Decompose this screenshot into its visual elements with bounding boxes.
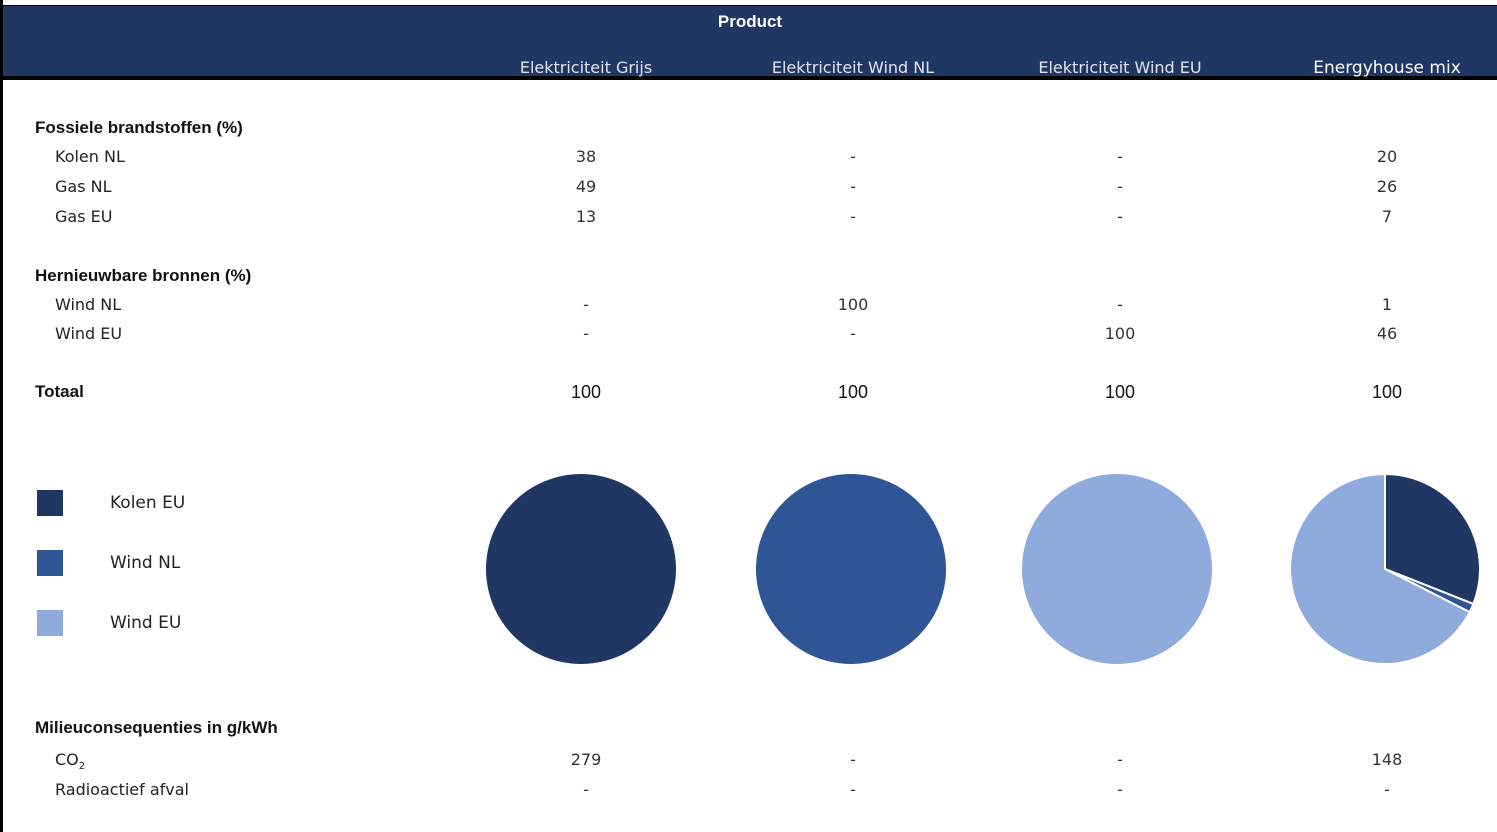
table-cell: - — [1117, 780, 1123, 799]
column-header-energyhouse-mix: Energyhouse mix — [1313, 58, 1461, 78]
legend-swatch — [37, 550, 63, 576]
section-title-environment: Milieuconsequenties in g/kWh — [35, 718, 278, 737]
table-cell: 20 — [1376, 147, 1398, 166]
section-title-total: Totaal — [35, 382, 84, 401]
table-cell: - — [583, 324, 589, 343]
table-cell: - — [1117, 147, 1123, 166]
table-cell: 279 — [570, 750, 602, 769]
pie-slice-kolen-eu — [1384, 472, 1481, 606]
product-header-label: Product — [717, 12, 783, 31]
table-cell: - — [850, 324, 856, 343]
row-label-co2: CO2 — [55, 750, 85, 772]
section-title-fossil: Fossiele brandstoffen (%) — [35, 118, 243, 137]
table-cell: 148 — [1371, 750, 1403, 769]
section-title-renewable: Hernieuwbare bronnen (%) — [35, 266, 252, 285]
table-cell: 46 — [1376, 324, 1398, 343]
legend-label: Kolen EU — [110, 493, 186, 513]
table-cell: 13 — [575, 207, 597, 226]
table-cell: - — [1384, 780, 1390, 799]
table-cell: 38 — [575, 147, 597, 166]
table-cell: - — [850, 750, 856, 769]
legend-label: Wind EU — [110, 613, 182, 633]
pie-slice-kolen-eu — [486, 474, 676, 664]
table-cell: - — [850, 147, 856, 166]
table-cell: 100 — [837, 295, 869, 314]
row-label-wind-nl: Wind NL — [55, 295, 122, 314]
column-header-elektriciteit-wind-nl: Elektriciteit Wind NL — [771, 58, 935, 77]
column-header-elektriciteit-wind-eu: Elektriciteit Wind EU — [1038, 58, 1202, 77]
pie-chart-elektriciteit-wind-nl — [756, 474, 946, 664]
column-header-elektriciteit-grijs: Elektriciteit Grijs — [519, 58, 653, 77]
pie-slice-wind-nl — [756, 474, 946, 664]
row-label-kolen-nl: Kolen NL — [55, 147, 125, 166]
table-cell: - — [583, 780, 589, 799]
table-header: Product Elektriciteit Grijs Elektricitei… — [3, 5, 1497, 80]
row-label-gas-eu: Gas EU — [55, 207, 113, 226]
table-cell: 49 — [575, 177, 597, 196]
table-cell: 100 — [1104, 324, 1136, 343]
pie-chart-elektriciteit-wind-eu — [1022, 474, 1212, 664]
row-label-gas-nl: Gas NL — [55, 177, 112, 196]
row-label-wind-eu: Wind EU — [55, 324, 123, 343]
total-cell: 100 — [570, 382, 602, 402]
co2-main: CO — [55, 750, 79, 769]
total-cell: 100 — [1104, 382, 1136, 402]
table-cell: 26 — [1376, 177, 1398, 196]
pie-chart-elektriciteit-grijs — [486, 474, 676, 664]
table-cell: - — [1117, 295, 1123, 314]
table-cell: 7 — [1381, 207, 1393, 226]
table-cell: - — [583, 295, 589, 314]
legend-swatch — [37, 490, 63, 516]
table-cell: - — [1117, 177, 1123, 196]
total-cell: 100 — [837, 382, 869, 402]
co2-subscript: 2 — [78, 761, 86, 773]
table-cell: 1 — [1381, 295, 1393, 314]
table-cell: - — [1117, 207, 1123, 226]
left-border — [0, 0, 3, 832]
legend-swatch — [37, 610, 63, 636]
table-cell: - — [850, 177, 856, 196]
table-cell: - — [850, 207, 856, 226]
pie-slice-wind-eu — [1022, 474, 1212, 664]
total-cell: 100 — [1371, 382, 1403, 402]
pie-chart-energyhouse-mix — [1289, 472, 1481, 665]
row-label-radioactief-afval: Radioactief afval — [55, 780, 189, 799]
table-cell: - — [1117, 750, 1123, 769]
legend-label: Wind NL — [110, 553, 181, 573]
pie-slice-wind-eu — [1289, 472, 1471, 665]
table-cell: - — [850, 780, 856, 799]
